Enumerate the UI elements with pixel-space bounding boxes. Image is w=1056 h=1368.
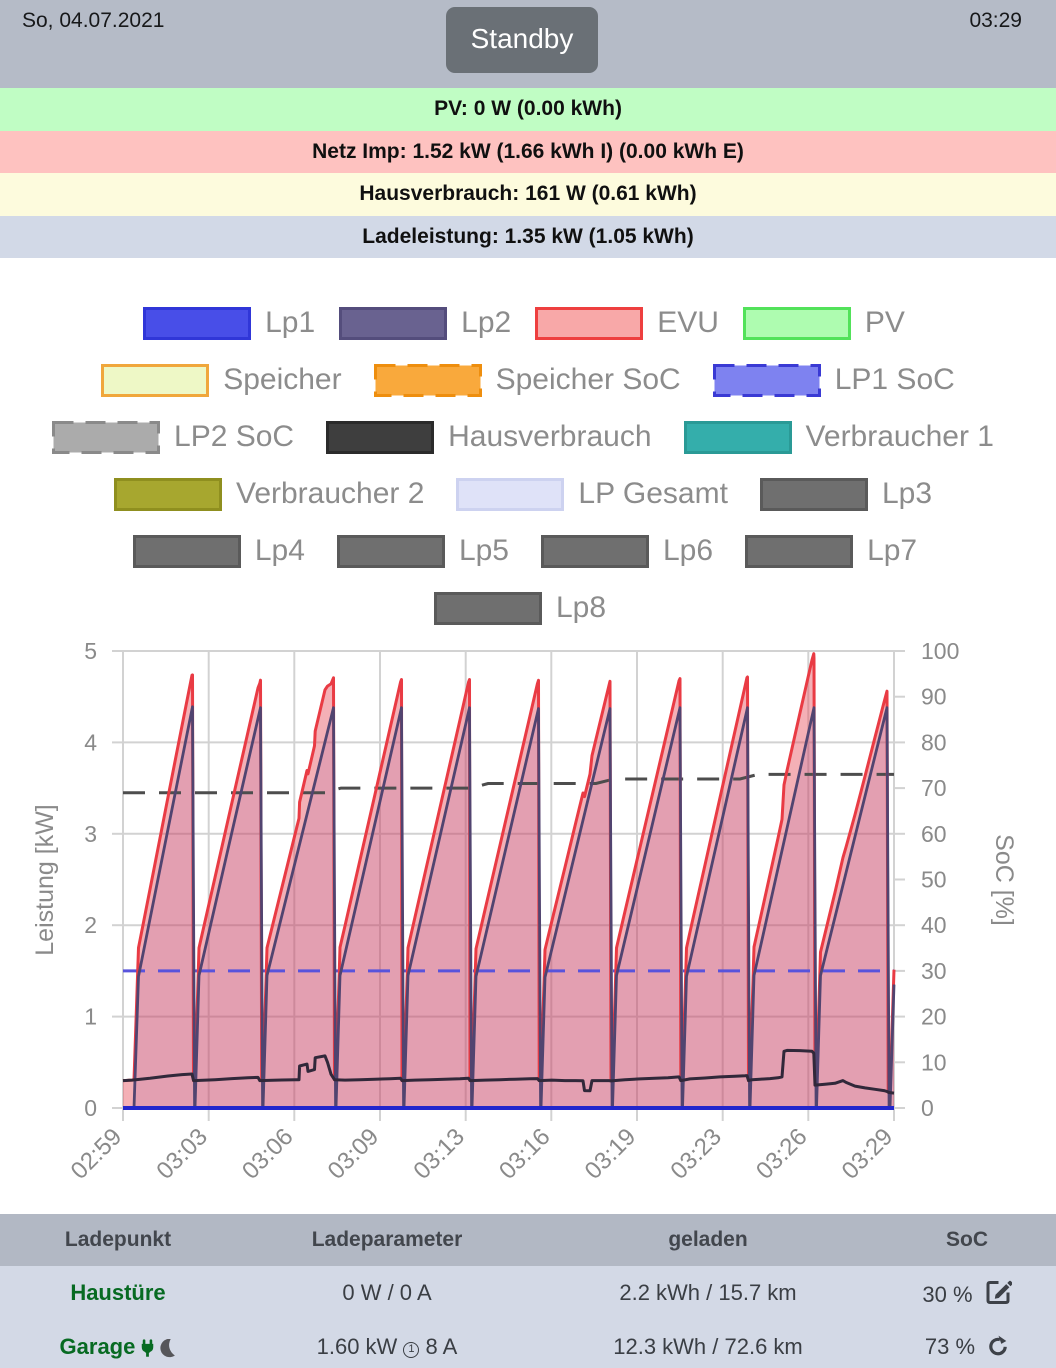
svg-text:SoC [%]: SoC [%]	[990, 834, 1018, 926]
svg-text:90: 90	[921, 684, 947, 710]
svg-text:4: 4	[84, 729, 97, 755]
svg-text:80: 80	[921, 729, 947, 755]
svg-text:03:09: 03:09	[323, 1123, 385, 1185]
svg-text:2: 2	[84, 912, 97, 938]
svg-text:40: 40	[921, 912, 947, 938]
svg-text:70: 70	[921, 775, 947, 801]
svg-text:1: 1	[84, 1004, 97, 1030]
svg-text:5: 5	[84, 638, 97, 664]
svg-text:20: 20	[921, 1004, 947, 1030]
svg-text:02:59: 02:59	[66, 1123, 128, 1185]
svg-text:3: 3	[84, 821, 97, 847]
svg-text:0: 0	[921, 1095, 934, 1121]
svg-text:03:16: 03:16	[494, 1123, 556, 1185]
svg-text:03:19: 03:19	[580, 1123, 642, 1185]
svg-text:03:26: 03:26	[751, 1123, 813, 1185]
svg-text:10: 10	[921, 1049, 947, 1075]
svg-text:03:23: 03:23	[665, 1123, 727, 1185]
svg-text:0: 0	[84, 1095, 97, 1121]
svg-text:60: 60	[921, 821, 947, 847]
svg-text:30: 30	[921, 958, 947, 984]
svg-text:50: 50	[921, 867, 947, 893]
svg-text:100: 100	[921, 638, 959, 664]
svg-text:03:13: 03:13	[408, 1123, 470, 1185]
svg-text:Leistung [kW]: Leistung [kW]	[31, 804, 59, 955]
svg-text:03:03: 03:03	[151, 1123, 213, 1185]
svg-text:03:29: 03:29	[837, 1123, 899, 1185]
svg-text:03:06: 03:06	[237, 1123, 299, 1185]
